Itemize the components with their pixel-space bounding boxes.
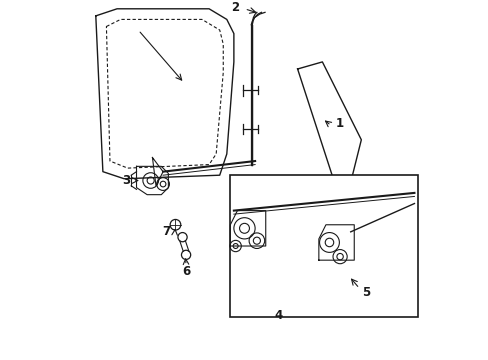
Bar [230, 175, 417, 317]
Text: 6: 6 [182, 265, 190, 278]
Text: 4: 4 [273, 309, 282, 321]
Text: 3: 3 [122, 174, 130, 187]
Text: 2: 2 [231, 1, 239, 14]
Text: 5: 5 [362, 285, 370, 298]
Text: 1: 1 [335, 117, 344, 130]
Text: 7: 7 [162, 225, 170, 238]
